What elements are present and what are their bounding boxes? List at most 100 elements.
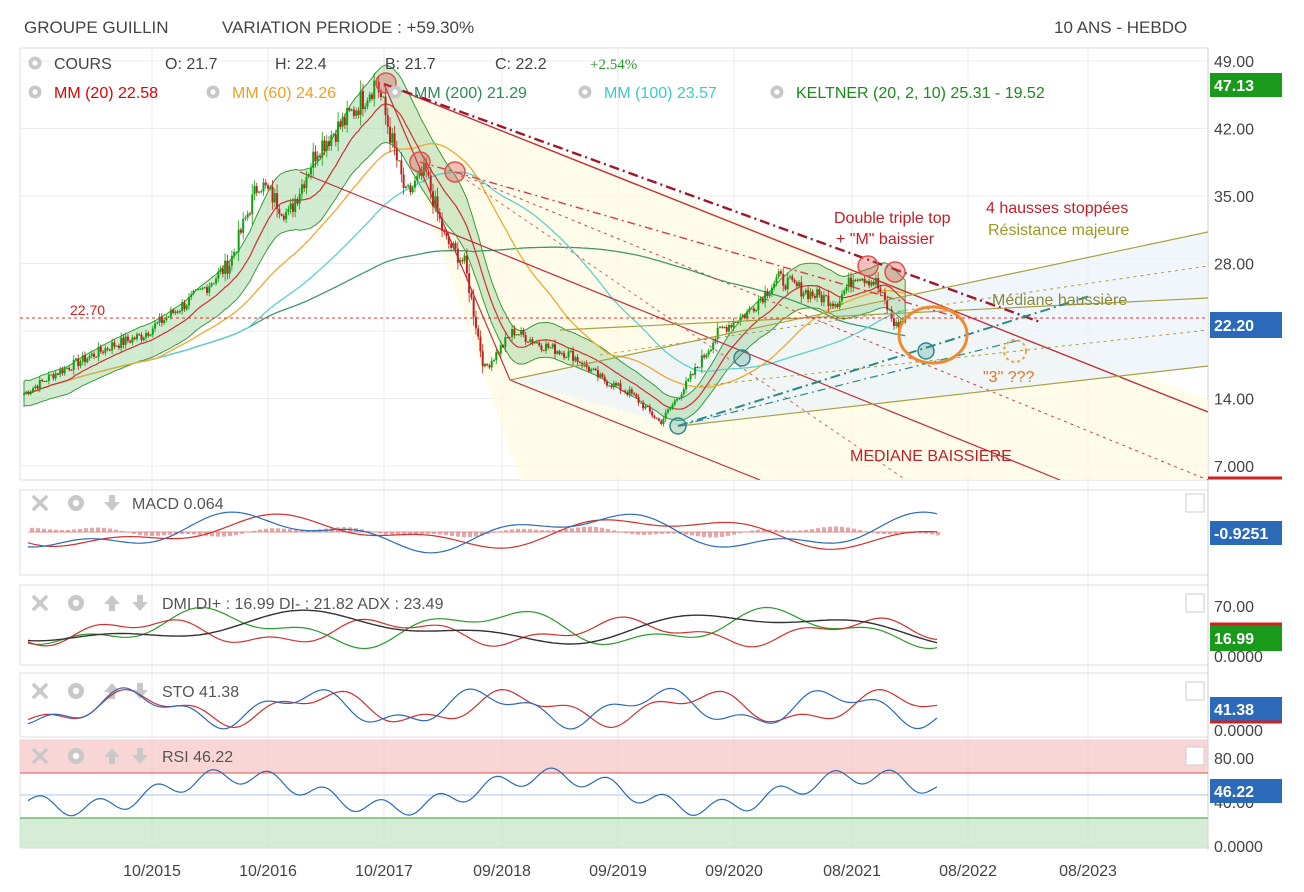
candle-body (743, 314, 746, 318)
candle-body (70, 369, 73, 371)
macd-histogram-bar (696, 532, 700, 537)
candle-body (34, 386, 37, 389)
macd-checkbox[interactable] (1185, 493, 1205, 513)
rsi-tick-top: 80.00 (1214, 751, 1254, 768)
annotation-double-top: Double triple top (834, 210, 951, 227)
candle-body (825, 295, 828, 297)
candle-body (463, 255, 466, 262)
arrow-up-icon[interactable] (104, 748, 120, 764)
gear-icon[interactable] (578, 85, 592, 99)
arrow-down-icon[interactable] (132, 683, 148, 699)
candle-body (386, 115, 389, 127)
candle-body (32, 388, 35, 392)
trend-drawings (20, 72, 1208, 480)
macd-histogram-bar (600, 527, 604, 532)
gear-icon[interactable] (28, 56, 42, 70)
candle-body (447, 236, 450, 244)
candle-body (206, 287, 209, 293)
candle-body (129, 340, 132, 343)
candle-body (804, 290, 807, 294)
macd-histogram-bar (462, 532, 466, 538)
candle-body (691, 374, 694, 376)
candle-body (147, 333, 150, 336)
candle-body (140, 334, 143, 341)
bottom-marker-1 (733, 349, 751, 367)
candle-body (513, 329, 516, 336)
candle-body (850, 277, 853, 288)
candle-body (224, 260, 227, 274)
macd-histogram-bar (714, 532, 718, 538)
candle-body (696, 367, 699, 369)
arrow-down-icon[interactable] (132, 748, 148, 764)
candle-body (163, 319, 166, 324)
macd-histogram-bar (450, 532, 454, 536)
macd-histogram-bar (858, 529, 862, 532)
close-icon[interactable] (32, 748, 48, 764)
candle-body (97, 346, 100, 357)
candle-body (547, 343, 550, 348)
candle-body (187, 297, 190, 306)
macd-histogram-bar (48, 529, 52, 532)
close-icon[interactable] (32, 683, 48, 699)
gear-icon[interactable] (770, 85, 784, 99)
candle-body (84, 355, 87, 363)
candle-body (88, 356, 91, 359)
candle-body (845, 287, 848, 291)
candle-body (50, 374, 53, 376)
macd-histogram-bar (186, 532, 190, 535)
dmi-checkbox[interactable] (1185, 593, 1205, 613)
gear-icon[interactable] (206, 85, 220, 99)
candle-body (303, 184, 306, 189)
candle-body (558, 351, 561, 354)
candle-body (429, 175, 432, 192)
candle-body (352, 109, 355, 116)
candle-body (474, 316, 477, 329)
candle-body (59, 369, 62, 375)
candle-body (348, 108, 351, 111)
macd-histogram-bar (108, 528, 112, 532)
macd-histogram-bar (666, 532, 670, 534)
gear-icon[interactable] (68, 748, 84, 764)
period-setting[interactable]: 10 ANS - HEBDO (1054, 18, 1188, 37)
candle-body (646, 406, 649, 408)
candle-body (493, 360, 495, 362)
macd-histogram-bar (234, 532, 238, 536)
macd-line (27, 511, 938, 554)
candle-body (47, 374, 50, 381)
candle-body (443, 230, 446, 233)
gear-icon[interactable] (68, 683, 84, 699)
close-icon[interactable] (32, 495, 48, 511)
gear-icon[interactable] (28, 85, 42, 99)
bear-lower-dotted (454, 171, 907, 480)
candle-body (535, 342, 538, 344)
candle-body (181, 302, 184, 312)
arrow-up-icon[interactable] (104, 683, 120, 699)
bottom-marker-0 (669, 417, 687, 435)
candle-body (481, 351, 484, 367)
candle-body (393, 133, 396, 148)
macd-histogram-bar (918, 532, 922, 534)
candle-body (544, 343, 547, 351)
sto-checkbox[interactable] (1185, 681, 1205, 701)
candle-body (798, 282, 801, 287)
arrow-up-icon[interactable] (104, 595, 120, 611)
candle-body (639, 402, 642, 404)
gear-icon[interactable] (68, 595, 84, 611)
rsi-badge (1210, 779, 1282, 803)
time-tick-4: 09/2019 (589, 863, 647, 880)
candle-body (592, 368, 595, 370)
candle-body (117, 345, 120, 349)
gear-icon[interactable] (388, 85, 402, 99)
rsi-checkbox[interactable] (1185, 746, 1205, 766)
macd-histogram-bar (150, 532, 154, 536)
macd-histogram-bar (144, 532, 148, 536)
candle-body (795, 282, 798, 287)
candle-body (610, 385, 613, 388)
gear-icon[interactable] (68, 495, 84, 511)
candle-body (294, 199, 297, 212)
candle-body (427, 171, 430, 176)
arrow-down-icon[interactable] (132, 595, 148, 611)
arrow-down-icon[interactable] (104, 495, 120, 511)
close-icon[interactable] (32, 595, 48, 611)
